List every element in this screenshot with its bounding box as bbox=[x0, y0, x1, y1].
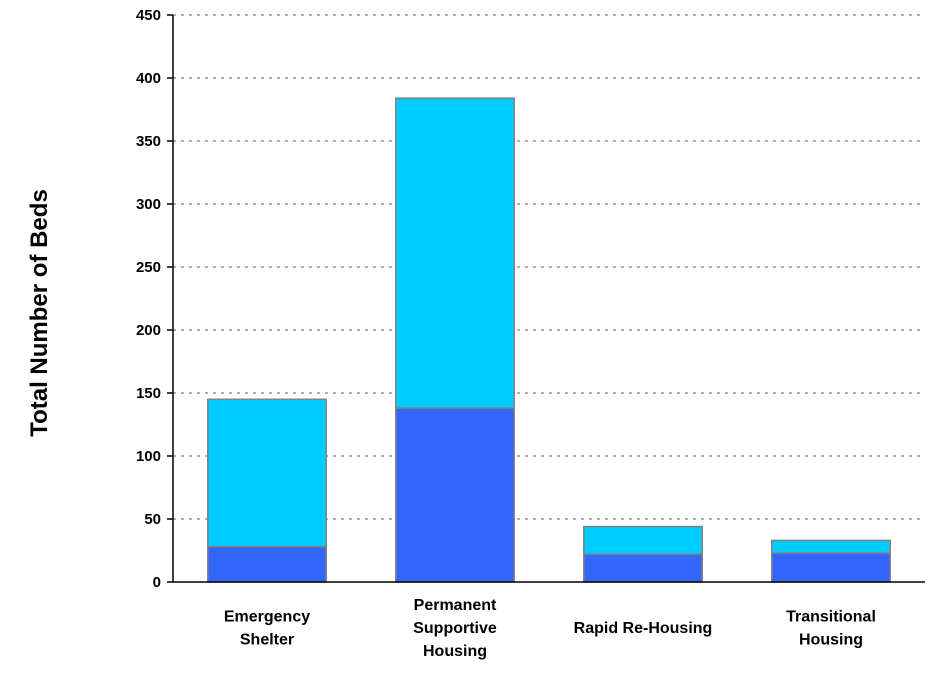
y-tick-label: 350 bbox=[136, 133, 161, 150]
y-tick-label: 450 bbox=[136, 7, 161, 24]
axes bbox=[167, 14, 925, 583]
bar-segment-1 bbox=[395, 407, 515, 583]
y-tick-label: 300 bbox=[136, 196, 161, 213]
y-tick-labels: 0 50 100 150 200 250 300 350 400 450 bbox=[136, 7, 161, 591]
x-category-label: Rapid Re-Housing bbox=[574, 620, 713, 637]
y-tick-label: 400 bbox=[136, 70, 161, 87]
y-tick-label: 50 bbox=[144, 511, 161, 528]
x-category-labels: Emergency Shelter Permanent Supportive Housi… bbox=[224, 597, 876, 660]
bar-segment-2 bbox=[583, 525, 703, 556]
x-category-label: Emergency Shelter bbox=[224, 609, 310, 649]
y-tick-label: 150 bbox=[136, 385, 161, 402]
bar-segment-2 bbox=[207, 398, 327, 548]
y-tick-label: 0 bbox=[153, 574, 161, 591]
bar-segment-2 bbox=[395, 97, 515, 409]
x-category-label: Transitional Housing bbox=[786, 609, 876, 649]
bar-segment-1 bbox=[207, 545, 327, 583]
bars bbox=[207, 97, 891, 583]
x-category-label: Permanent Supportive Housing bbox=[413, 597, 497, 660]
y-tick-label: 250 bbox=[136, 259, 161, 276]
y-tick-label: 100 bbox=[136, 448, 161, 465]
y-axis-label: Total Number of Beds bbox=[26, 189, 53, 437]
gridlines bbox=[173, 14, 925, 520]
y-tick-label: 200 bbox=[136, 322, 161, 339]
bar-segment-1 bbox=[583, 553, 703, 583]
bar-segment-2 bbox=[771, 539, 891, 554]
bar-segment-1 bbox=[771, 552, 891, 583]
